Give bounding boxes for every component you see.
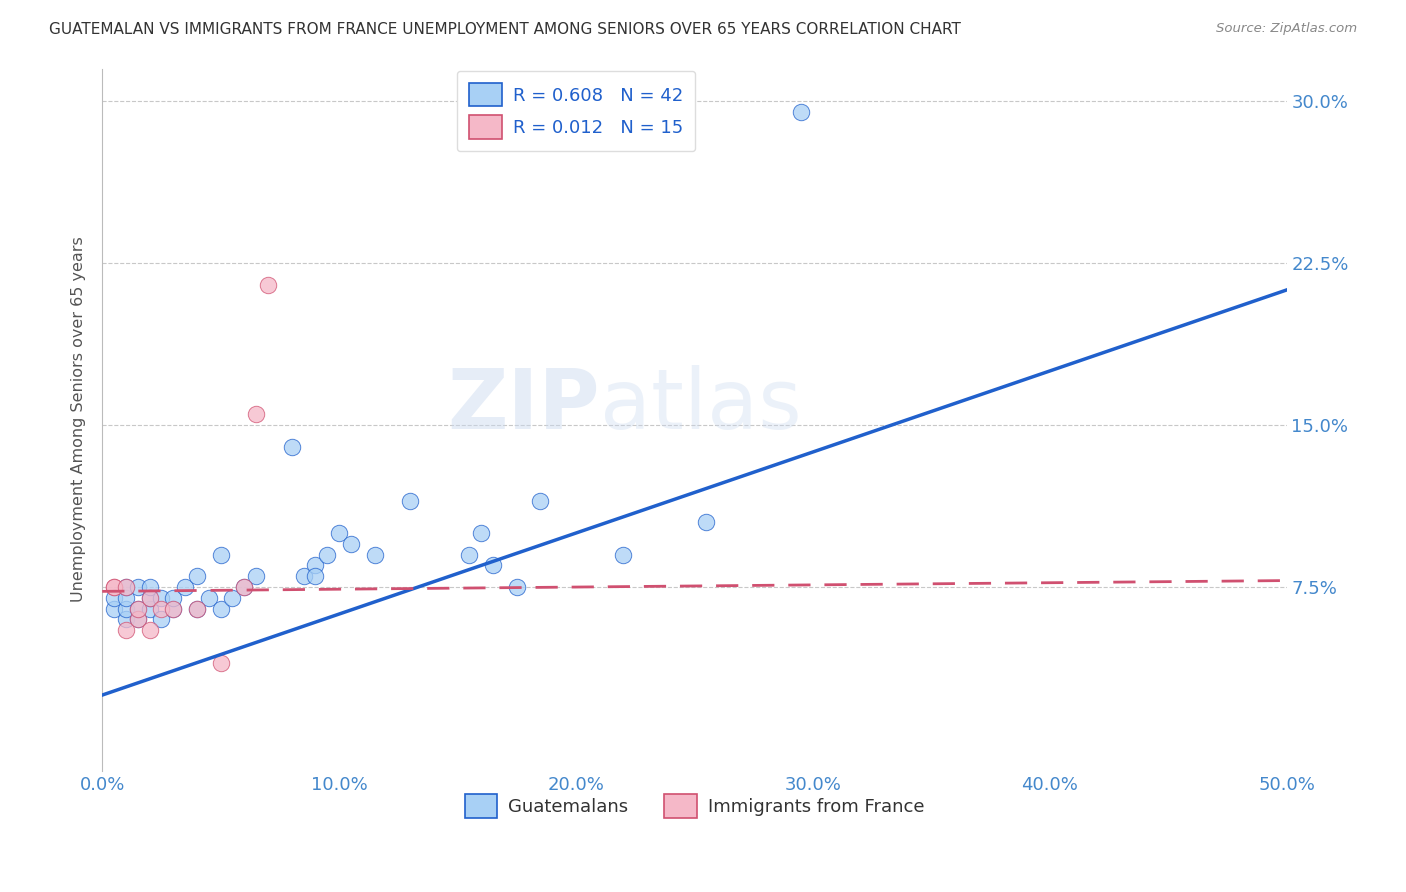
Text: ZIP: ZIP xyxy=(447,365,599,446)
Point xyxy=(186,569,208,583)
Point xyxy=(245,569,267,583)
Point xyxy=(115,591,138,605)
Point xyxy=(790,104,813,119)
Point xyxy=(221,591,243,605)
Point xyxy=(233,580,256,594)
Point xyxy=(127,580,149,594)
Point xyxy=(150,612,173,626)
Point xyxy=(138,601,160,615)
Point xyxy=(138,580,160,594)
Point xyxy=(612,548,634,562)
Text: Source: ZipAtlas.com: Source: ZipAtlas.com xyxy=(1216,22,1357,36)
Point xyxy=(103,591,125,605)
Point xyxy=(458,548,481,562)
Point xyxy=(138,624,160,638)
Point xyxy=(257,277,280,292)
Point xyxy=(127,601,149,615)
Point xyxy=(209,656,232,670)
Text: atlas: atlas xyxy=(599,365,801,446)
Point xyxy=(115,624,138,638)
Point xyxy=(103,580,125,594)
Point xyxy=(103,580,125,594)
Point xyxy=(150,601,173,615)
Point xyxy=(198,591,221,605)
Point xyxy=(470,526,492,541)
Y-axis label: Unemployment Among Seniors over 65 years: Unemployment Among Seniors over 65 years xyxy=(72,236,86,602)
Point xyxy=(245,407,267,421)
Point xyxy=(162,601,184,615)
Point xyxy=(186,601,208,615)
Point xyxy=(292,569,315,583)
Point xyxy=(399,493,422,508)
Point xyxy=(115,580,138,594)
Point xyxy=(482,558,505,573)
Legend: Guatemalans, Immigrants from France: Guatemalans, Immigrants from France xyxy=(457,788,931,825)
Point xyxy=(127,601,149,615)
Point xyxy=(103,601,125,615)
Point xyxy=(340,537,363,551)
Point xyxy=(162,601,184,615)
Point xyxy=(127,612,149,626)
Point xyxy=(209,601,232,615)
Point xyxy=(115,612,138,626)
Point xyxy=(328,526,350,541)
Point xyxy=(209,548,232,562)
Point xyxy=(150,591,173,605)
Point xyxy=(138,591,160,605)
Point xyxy=(138,591,160,605)
Point xyxy=(280,440,302,454)
Text: GUATEMALAN VS IMMIGRANTS FROM FRANCE UNEMPLOYMENT AMONG SENIORS OVER 65 YEARS CO: GUATEMALAN VS IMMIGRANTS FROM FRANCE UNE… xyxy=(49,22,962,37)
Point xyxy=(115,601,138,615)
Point xyxy=(162,591,184,605)
Point xyxy=(233,580,256,594)
Point xyxy=(695,515,717,529)
Point xyxy=(506,580,529,594)
Point xyxy=(186,601,208,615)
Point xyxy=(304,569,326,583)
Point xyxy=(174,580,197,594)
Point xyxy=(316,548,339,562)
Point xyxy=(304,558,326,573)
Point xyxy=(115,580,138,594)
Point xyxy=(529,493,551,508)
Point xyxy=(363,548,385,562)
Point xyxy=(127,612,149,626)
